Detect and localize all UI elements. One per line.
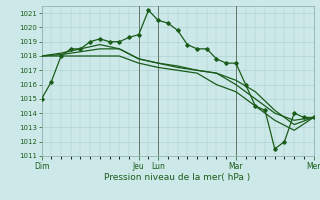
X-axis label: Pression niveau de la mer( hPa ): Pression niveau de la mer( hPa ) [104, 173, 251, 182]
